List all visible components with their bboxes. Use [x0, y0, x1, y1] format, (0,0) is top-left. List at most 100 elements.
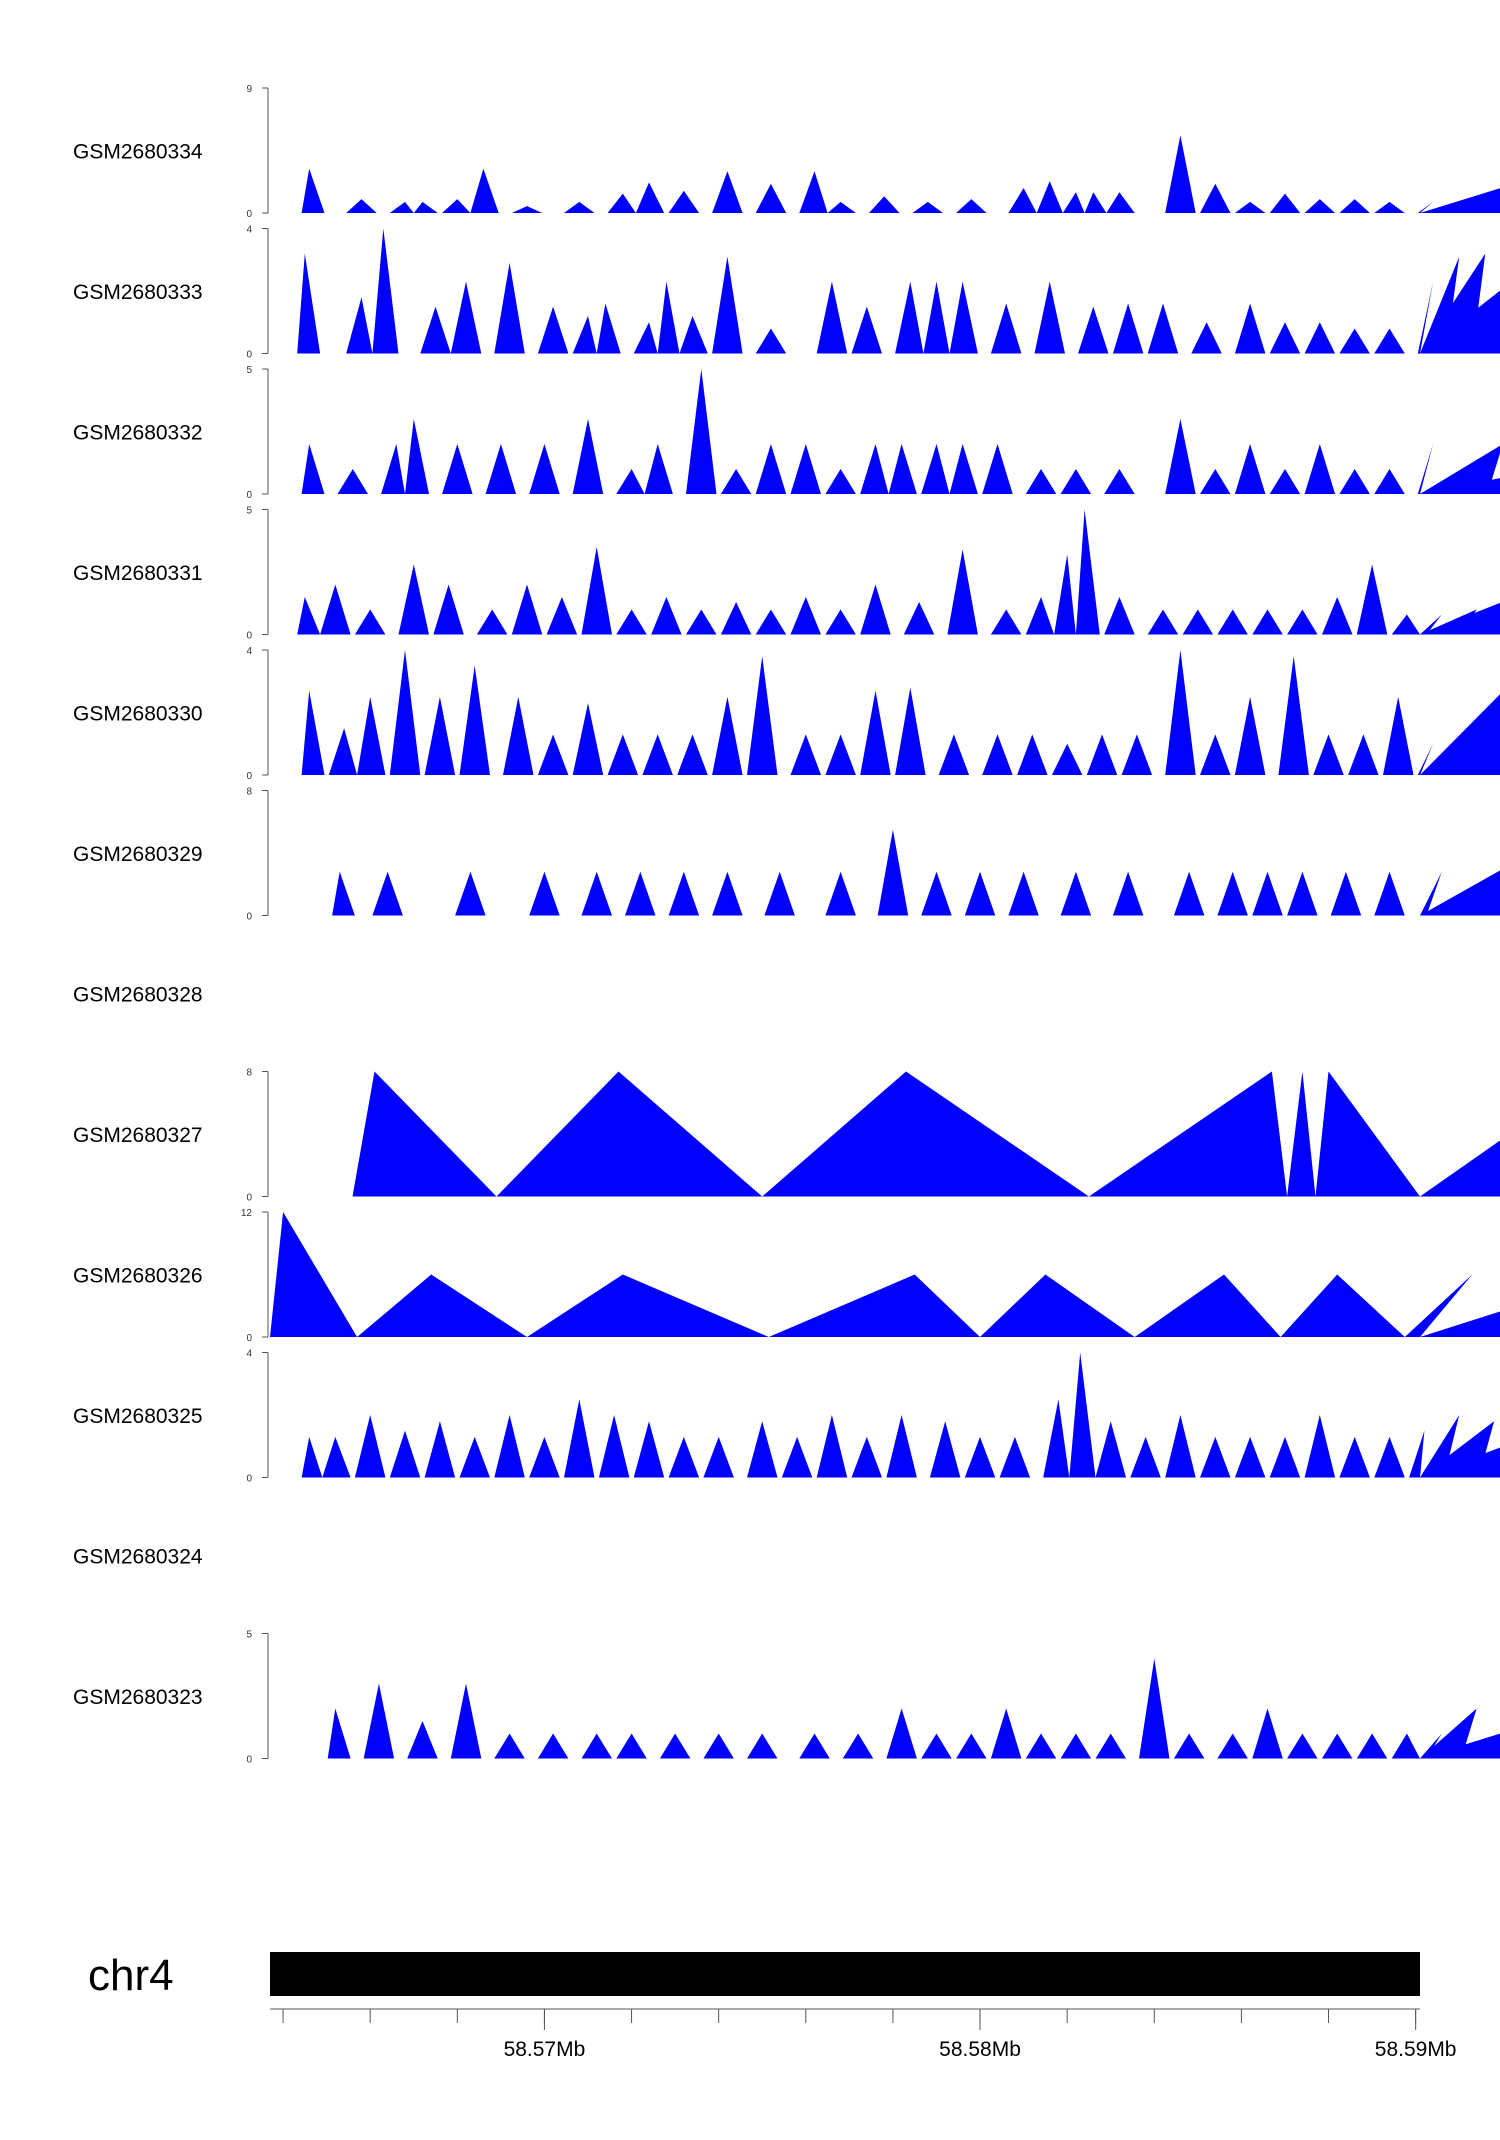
coverage-peak	[537, 1733, 569, 1759]
coverage-peak	[1269, 1436, 1301, 1478]
coverage-peak	[598, 1415, 630, 1478]
coverage-peak	[1106, 192, 1135, 213]
coverage-peak	[895, 687, 926, 775]
coverage-peak	[1086, 734, 1118, 775]
coverage-peak	[1420, 198, 1500, 213]
coverage-peak	[332, 871, 355, 916]
coverage-peak	[1420, 1330, 1500, 1337]
coverage-peak	[1051, 743, 1083, 775]
coverage-peak	[712, 696, 743, 775]
coverage-peak	[1348, 734, 1379, 775]
coverage-peak	[572, 703, 604, 775]
coverage-peak	[816, 281, 848, 354]
coverage-peak	[1420, 210, 1500, 213]
coverage-peak	[1374, 201, 1405, 213]
coverage-peak	[354, 1415, 386, 1478]
coverage-peak	[363, 1683, 395, 1759]
coverage-peak	[762, 1071, 1089, 1197]
y-tick-label: 8	[246, 1068, 252, 1079]
coverage-peak	[459, 1436, 490, 1478]
coverage-peak	[424, 1421, 456, 1478]
coverage-peak	[947, 549, 978, 635]
coverage-peak	[1420, 871, 1442, 916]
coverage-peak	[1252, 871, 1283, 916]
coverage-peak	[1374, 1436, 1405, 1478]
coverage-peak	[1234, 696, 1266, 775]
coverage-peak	[712, 256, 743, 354]
coverage-peak	[886, 1415, 917, 1478]
coverage-peak	[529, 1436, 560, 1478]
coverage-peak	[537, 734, 569, 775]
coverage-peak	[1339, 1436, 1370, 1478]
coverage-peak	[860, 584, 891, 635]
coverage-peak	[1420, 911, 1500, 916]
coverage-peak	[476, 609, 508, 635]
coverage-peak	[470, 168, 499, 213]
coverage-peak	[503, 696, 534, 775]
y-tick-label: 0	[246, 1333, 252, 1344]
coverage-peak	[1234, 303, 1266, 354]
y-tick-label: 0	[246, 350, 252, 361]
y-tick-label: 8	[246, 787, 252, 798]
coverage-peak	[346, 199, 377, 213]
coverage-peak	[827, 201, 856, 213]
coverage-peak	[596, 303, 621, 354]
coverage-peak	[1252, 609, 1283, 635]
coverage-peak	[1420, 1415, 1460, 1478]
coverage-peak	[1165, 1415, 1196, 1478]
coverage-peak	[1420, 445, 1500, 494]
coverage-peak	[1417, 444, 1434, 494]
coverage-peak	[842, 1733, 874, 1759]
coverage-peak	[982, 444, 1013, 494]
coverage-peak	[990, 609, 1022, 635]
track-label: GSM2680326	[73, 1265, 203, 1288]
coverage-peak	[1269, 322, 1301, 354]
coverage-peak	[990, 303, 1022, 354]
coverage-peak	[572, 316, 597, 354]
coverage-peak	[929, 1421, 961, 1478]
coverage-peak	[1060, 871, 1092, 916]
coverage-peak	[720, 602, 752, 635]
coverage-peak	[790, 597, 821, 635]
y-tick-label: 0	[246, 490, 252, 501]
coverage-peak	[888, 444, 917, 494]
coverage-peak	[372, 228, 399, 354]
coverage-peak	[1060, 1733, 1092, 1759]
coverage-peak	[1165, 419, 1196, 494]
coverage-peak	[420, 306, 451, 354]
coverage-peak	[982, 734, 1013, 775]
coverage-peak	[442, 199, 471, 213]
coverage-peak	[511, 206, 543, 213]
coverage-peak	[1420, 1733, 1442, 1759]
coverage-peak	[651, 597, 682, 635]
coverage-peak	[1008, 188, 1037, 213]
coverage-peak	[1043, 1399, 1070, 1478]
coverage-peak	[1287, 609, 1318, 635]
coverage-peak	[755, 444, 787, 494]
coverage-peak	[529, 871, 560, 916]
coverage-peak	[616, 469, 645, 494]
coverage-peak	[1280, 1274, 1405, 1337]
coverage-peak	[1234, 201, 1266, 213]
coverage-peak	[1420, 256, 1460, 354]
coverage-peak	[825, 734, 856, 775]
coverage-peak	[747, 1421, 778, 1478]
y-tick-label: 12	[241, 1208, 253, 1219]
coverage-peak	[956, 199, 987, 213]
track-label: GSM2680332	[73, 422, 203, 445]
coverage-peak	[327, 1708, 351, 1759]
coverage-peak	[1420, 614, 1442, 635]
coverage-peak	[413, 201, 438, 213]
coverage-peak	[1356, 564, 1388, 635]
coverage-peak	[1417, 201, 1434, 213]
major-tick-label: 58.57Mb	[504, 2038, 586, 2061]
coverage-peak	[1130, 1436, 1161, 1478]
coverage-peak	[755, 183, 787, 213]
coverage-peak	[389, 201, 414, 213]
coverage-peak	[337, 469, 368, 494]
coverage-peak	[764, 871, 795, 916]
track-label: GSM2680330	[73, 703, 203, 726]
coverage-peak	[781, 1436, 813, 1478]
coverage-peak	[712, 871, 743, 916]
track-label: GSM2680325	[73, 1405, 203, 1428]
